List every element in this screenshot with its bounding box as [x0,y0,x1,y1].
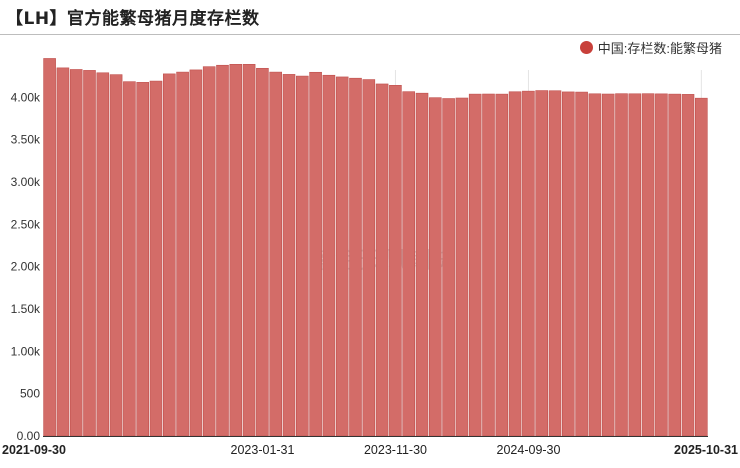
bar [269,71,283,437]
bar [176,71,189,437]
bar [349,77,362,437]
bar [588,93,602,437]
bar [83,70,96,437]
bar [641,93,655,437]
bar [508,91,522,437]
bar [415,92,429,437]
bar [109,74,123,437]
bar [56,67,70,437]
bar [69,69,83,437]
bar [163,73,176,437]
bar [548,90,562,437]
bar [615,93,628,437]
bar [136,82,149,437]
bar [295,75,309,437]
bar [402,91,416,437]
bar [202,66,216,437]
bar [123,81,136,437]
bar [694,97,708,437]
bar [362,79,376,437]
chart-title: 【LH】官方能繁母猪月度存栏数 [6,9,260,29]
y-tick-label: 3.00k [11,175,41,189]
bar [655,93,668,437]
y-tick-label: 2.00k [11,260,41,274]
x-tick-label: 2025-10-31 [674,443,738,457]
bar [335,76,349,437]
bar [522,90,535,437]
y-tick-label: 4.00k [11,90,41,104]
bar [428,97,442,437]
bar [601,93,615,437]
bar [455,97,469,437]
legend-marker-icon [579,41,593,54]
bar [681,94,695,437]
bar [495,93,509,437]
x-tick-label: 2021-09-30 [2,443,66,457]
bar [309,71,322,437]
bar [96,72,110,437]
bar [482,93,495,437]
bar [322,74,336,437]
bar [442,98,455,437]
x-tick-label: 2024-09-30 [497,443,561,457]
bar [229,64,243,437]
bar [216,64,229,437]
bar [575,91,588,437]
legend[interactable]: 中国:存栏数:能繁母猪 [579,38,722,57]
bar [149,80,163,437]
bar [535,90,549,437]
y-tick-label: 1.50k [11,302,41,316]
y-tick-label: 0.00 [17,429,41,443]
legend-label: 中国:存栏数:能繁母猪 [597,41,722,56]
y-tick-label: 2.50k [11,217,41,231]
bar [189,69,203,437]
bar [389,85,402,437]
bar [668,93,682,437]
bar [43,58,56,437]
y-tick-label: 3.50k [11,133,41,147]
x-tick-label: 2023-01-31 [231,443,295,457]
bar [628,93,642,437]
title-divider [0,34,740,35]
bar [242,64,256,437]
bar [561,91,575,437]
x-tick-label: 2023-11-30 [364,443,427,457]
bar [375,83,389,437]
y-tick-label: 500 [20,387,40,401]
y-tick-label: 1.00k [11,344,41,358]
bar [256,67,269,437]
bar [282,74,296,437]
bar [468,93,482,437]
